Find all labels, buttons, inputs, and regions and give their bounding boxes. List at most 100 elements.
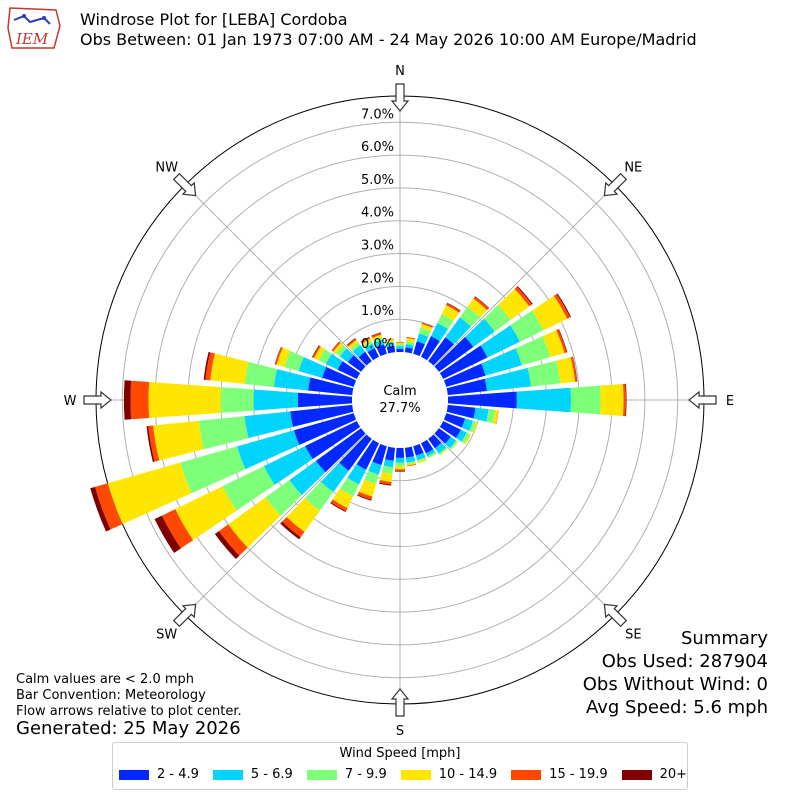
bar-segment bbox=[379, 482, 392, 486]
bar-segment bbox=[420, 323, 433, 332]
legend-item: 15 - 19.9 bbox=[511, 767, 608, 782]
legend-items: 2 - 4.9 5 - 6.9 7 - 9.9 10 - 14.9 15 - 19.9 2… bbox=[119, 767, 701, 782]
bar-segment bbox=[515, 336, 551, 366]
flow-arrow-icon bbox=[603, 603, 628, 628]
bar-segment bbox=[361, 338, 372, 346]
bar-segment bbox=[331, 341, 340, 351]
bar-segment bbox=[431, 322, 449, 342]
chart-subtitle: Obs Between: 01 Jan 1973 07:00 AM - 24 M… bbox=[80, 30, 697, 49]
bar-segment bbox=[486, 409, 496, 424]
bar-segment bbox=[439, 448, 448, 456]
bar-segment bbox=[347, 338, 357, 347]
bar-segment bbox=[406, 336, 416, 340]
bar-segment bbox=[404, 347, 413, 354]
legend-item: 7 - 9.9 bbox=[306, 767, 387, 782]
bar-segment bbox=[297, 392, 353, 408]
bar-segment bbox=[438, 447, 448, 455]
radial-gridline bbox=[184, 399, 401, 616]
bar-segment bbox=[395, 342, 405, 345]
bar-segment bbox=[434, 336, 474, 372]
radial-tick-label: 3.0% bbox=[361, 239, 394, 254]
bar-segment bbox=[446, 378, 487, 396]
bar-segment bbox=[467, 298, 488, 318]
bar-segment bbox=[332, 488, 354, 509]
bar-segment bbox=[480, 325, 520, 358]
bar-segment bbox=[404, 446, 415, 458]
legend-label: 15 - 19.9 bbox=[549, 767, 608, 782]
bar-segment bbox=[625, 383, 627, 417]
bar-segment bbox=[214, 531, 240, 560]
summary-heading: Summary bbox=[681, 628, 768, 649]
compass-label: S bbox=[396, 724, 404, 739]
bar-segment bbox=[395, 465, 405, 470]
radial-gridline bbox=[184, 184, 401, 401]
bar-segment bbox=[394, 469, 406, 471]
bar-segment bbox=[556, 329, 567, 354]
compass-label: NW bbox=[155, 161, 178, 176]
radial-tick-label: 5.0% bbox=[361, 173, 394, 188]
bar-segment bbox=[304, 481, 334, 511]
bar-segment bbox=[367, 347, 380, 361]
bar-segment bbox=[421, 322, 433, 327]
bar-segment bbox=[385, 446, 396, 461]
calm-note: Calm values are < 2.0 mph bbox=[16, 672, 195, 687]
bar-segment bbox=[456, 429, 467, 442]
bar-segment bbox=[322, 367, 357, 387]
legend-swatch bbox=[621, 769, 652, 780]
bar-segment bbox=[274, 346, 283, 365]
compass-label: E bbox=[726, 394, 734, 409]
generated-date: Generated: 25 May 2026 bbox=[16, 718, 241, 739]
bar-segment bbox=[161, 509, 194, 549]
bar-segment bbox=[413, 341, 425, 357]
bar-segment bbox=[371, 333, 382, 338]
bar-segment bbox=[461, 418, 473, 431]
bar-segment bbox=[123, 380, 132, 420]
bar-segment bbox=[421, 322, 433, 328]
bar-segment bbox=[180, 446, 246, 494]
radial-gridline bbox=[399, 399, 616, 616]
bar-segment bbox=[347, 355, 366, 372]
bar-segment bbox=[437, 314, 454, 329]
legend-item: 2 - 4.9 bbox=[119, 767, 199, 782]
bar-segment bbox=[527, 360, 561, 387]
compass-label: W bbox=[64, 394, 77, 409]
bar-segment bbox=[396, 348, 404, 353]
bar-segment bbox=[308, 377, 354, 396]
bar-segment bbox=[282, 516, 305, 538]
bar-segment bbox=[358, 479, 377, 497]
bar-segment bbox=[383, 459, 394, 468]
bar-segment bbox=[325, 353, 343, 370]
bar-segment bbox=[420, 439, 434, 454]
bar-segment bbox=[446, 303, 461, 313]
bar-segment bbox=[290, 404, 354, 427]
legend-item: 20+ bbox=[621, 767, 688, 782]
bar-segment bbox=[330, 499, 348, 512]
compass-label: SE bbox=[625, 627, 641, 642]
bar-segment bbox=[289, 460, 326, 496]
bar-segment bbox=[385, 342, 395, 348]
bar-segment bbox=[406, 460, 416, 465]
iem-logo-text: IEM bbox=[15, 30, 49, 48]
bar-segment bbox=[434, 442, 446, 454]
bar-segment bbox=[495, 410, 499, 425]
bar-segment bbox=[445, 436, 457, 449]
bar-segment bbox=[428, 453, 437, 459]
bar-segment bbox=[416, 333, 429, 345]
bar-segment bbox=[364, 343, 375, 353]
legend-swatch bbox=[400, 769, 431, 780]
legend-label: 20+ bbox=[659, 767, 688, 782]
chart-title: Windrose Plot for [LEBA] Cordoba bbox=[80, 10, 348, 29]
bar-segment bbox=[130, 380, 150, 420]
bar-segment bbox=[284, 350, 304, 372]
flow-arrow-icon bbox=[172, 603, 197, 628]
bar-segment bbox=[623, 383, 626, 417]
bar-segment bbox=[556, 357, 576, 384]
bar-segment bbox=[406, 337, 416, 343]
bar-segment bbox=[415, 452, 426, 461]
bar-segment bbox=[330, 502, 347, 512]
bar-segment bbox=[244, 361, 278, 387]
bar-segment bbox=[461, 432, 470, 444]
bar-segment bbox=[346, 337, 356, 346]
radial-gridline bbox=[399, 184, 616, 401]
